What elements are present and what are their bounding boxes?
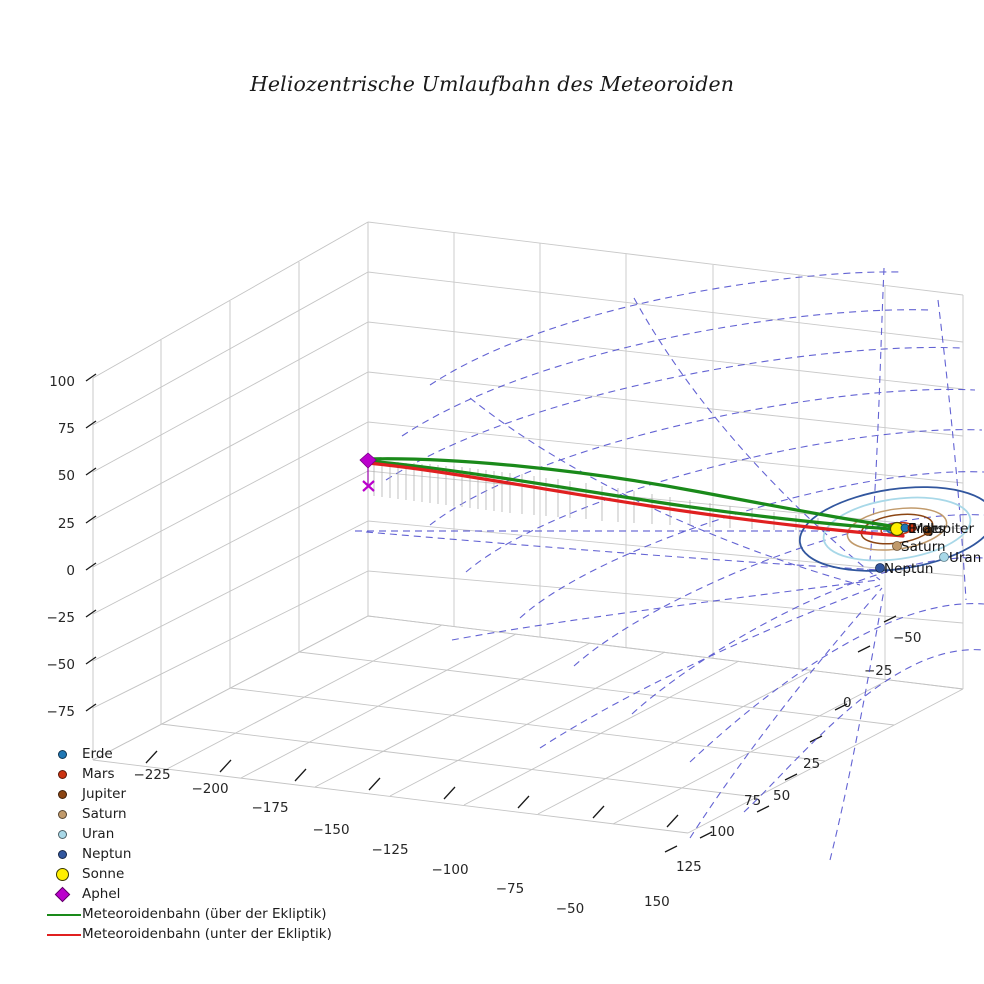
- svg-text:100: 100: [709, 824, 735, 840]
- legend-marker-trajectory-below: [46, 924, 82, 944]
- legend-item-jupiter[interactable]: Jupiter: [46, 784, 332, 804]
- svg-text:−50: −50: [893, 630, 922, 646]
- svg-text:−25: −25: [47, 610, 76, 626]
- z-axis-ticks: [85, 373, 97, 712]
- legend-item-erde[interactable]: Erde: [46, 744, 332, 764]
- legend-item-trajectory-above[interactable]: Meteoroidenbahn (über der Ekliptik): [46, 904, 332, 924]
- planet-label-saturn: Saturn: [901, 539, 946, 555]
- legend-marker-jupiter: [46, 784, 82, 804]
- legend-marker-uran: [46, 824, 82, 844]
- legend-label-sonne: Sonne: [82, 866, 125, 882]
- svg-text:75: 75: [58, 421, 75, 437]
- legend-label-jupiter: Jupiter: [82, 786, 127, 802]
- axes-pane-back: [367, 221, 964, 689]
- legend-label-neptun: Neptun: [82, 846, 132, 862]
- planet-label-erde: Erde: [908, 521, 939, 537]
- page-title: Heliozentrische Umlaufbahn des Meteoroid…: [249, 72, 735, 96]
- neptun-marker: [875, 563, 885, 573]
- svg-text:25: 25: [58, 516, 75, 532]
- svg-text:−75: −75: [496, 881, 525, 897]
- svg-text:−50: −50: [556, 901, 585, 917]
- svg-text:0: 0: [843, 695, 852, 711]
- svg-text:−200: −200: [191, 781, 228, 797]
- z-axis-tick-labels: 100 75 50 25 0 −25 −50 −75: [47, 374, 76, 720]
- planet-label-jupiter: Jupiter: [929, 521, 974, 537]
- legend: Erde Mars Jupiter Saturn Uran: [46, 744, 332, 944]
- legend-marker-mars: [46, 764, 82, 784]
- legend-marker-aphel: [46, 884, 82, 904]
- legend-label-saturn: Saturn: [82, 806, 127, 822]
- legend-label-trajectory-above: Meteoroidenbahn (über der Ekliptik): [82, 906, 327, 922]
- trajectory-below-ecliptic: [366, 461, 905, 538]
- y-axis-tick-labels: −50 −25 0 25 50 75 100 125 150: [644, 630, 922, 910]
- svg-text:−225: −225: [133, 767, 170, 783]
- aphel-diamond-marker: [359, 452, 377, 469]
- legend-item-uran[interactable]: Uran: [46, 824, 332, 844]
- mars-marker: [907, 523, 917, 533]
- trajectory-above-ecliptic: [366, 457, 907, 532]
- svg-text:−75: −75: [47, 704, 76, 720]
- x-axis-ticks: [145, 750, 679, 828]
- legend-marker-erde: [46, 744, 82, 764]
- aphel-projection-x-marker: [362, 480, 375, 492]
- x-axis-tick-labels: −225 −200 −175 −150 −125 −100 −75 −50: [133, 767, 584, 917]
- planet-label-neptun: Neptun: [884, 561, 933, 577]
- svg-text:50: 50: [773, 788, 790, 804]
- svg-text:−50: −50: [47, 657, 76, 673]
- svg-text:50: 50: [58, 468, 75, 484]
- axes-pane-floor: [92, 615, 964, 834]
- svg-text:−150: −150: [312, 822, 349, 838]
- legend-label-uran: Uran: [82, 826, 115, 842]
- legend-item-trajectory-below[interactable]: Meteoroidenbahn (unter der Ekliptik): [46, 924, 332, 944]
- svg-text:150: 150: [644, 894, 670, 910]
- y-axis-ticks: [664, 615, 897, 853]
- legend-label-erde: Erde: [82, 746, 113, 762]
- legend-label-aphel: Aphel: [82, 886, 121, 902]
- orbit-guides: [365, 267, 984, 861]
- legend-item-neptun[interactable]: Neptun: [46, 844, 332, 864]
- legend-item-aphel[interactable]: Aphel: [46, 884, 332, 904]
- legend-item-sonne[interactable]: Sonne: [46, 864, 332, 884]
- svg-text:−125: −125: [371, 842, 408, 858]
- svg-text:100: 100: [49, 374, 75, 390]
- svg-text:−175: −175: [251, 800, 288, 816]
- legend-marker-saturn: [46, 804, 82, 824]
- uran-marker: [939, 552, 949, 562]
- planet-label-group: Erde Mars Jupiter Saturn Uran Neptun: [884, 521, 981, 577]
- saturn-marker: [892, 541, 902, 551]
- svg-text:0: 0: [66, 563, 75, 579]
- svg-text:−100: −100: [431, 862, 468, 878]
- legend-marker-sonne: [46, 864, 82, 884]
- body-markers: [875, 521, 949, 573]
- planet-label-mars: Mars: [912, 521, 945, 537]
- svg-text:−25: −25: [864, 663, 893, 679]
- legend-marker-neptun: [46, 844, 82, 864]
- legend-item-saturn[interactable]: Saturn: [46, 804, 332, 824]
- planet-label-uran: Uran: [949, 550, 981, 566]
- legend-label-mars: Mars: [82, 766, 115, 782]
- legend-label-trajectory-below: Meteoroidenbahn (unter der Ekliptik): [82, 926, 332, 942]
- legend-item-mars[interactable]: Mars: [46, 764, 332, 784]
- svg-text:25: 25: [803, 756, 820, 772]
- jupiter-marker: [923, 526, 933, 536]
- axes-pane-left: [92, 221, 369, 760]
- svg-text:125: 125: [676, 859, 702, 875]
- legend-marker-trajectory-above: [46, 904, 82, 924]
- aphel-marker-group: [359, 452, 377, 492]
- svg-text:75: 75: [744, 793, 761, 809]
